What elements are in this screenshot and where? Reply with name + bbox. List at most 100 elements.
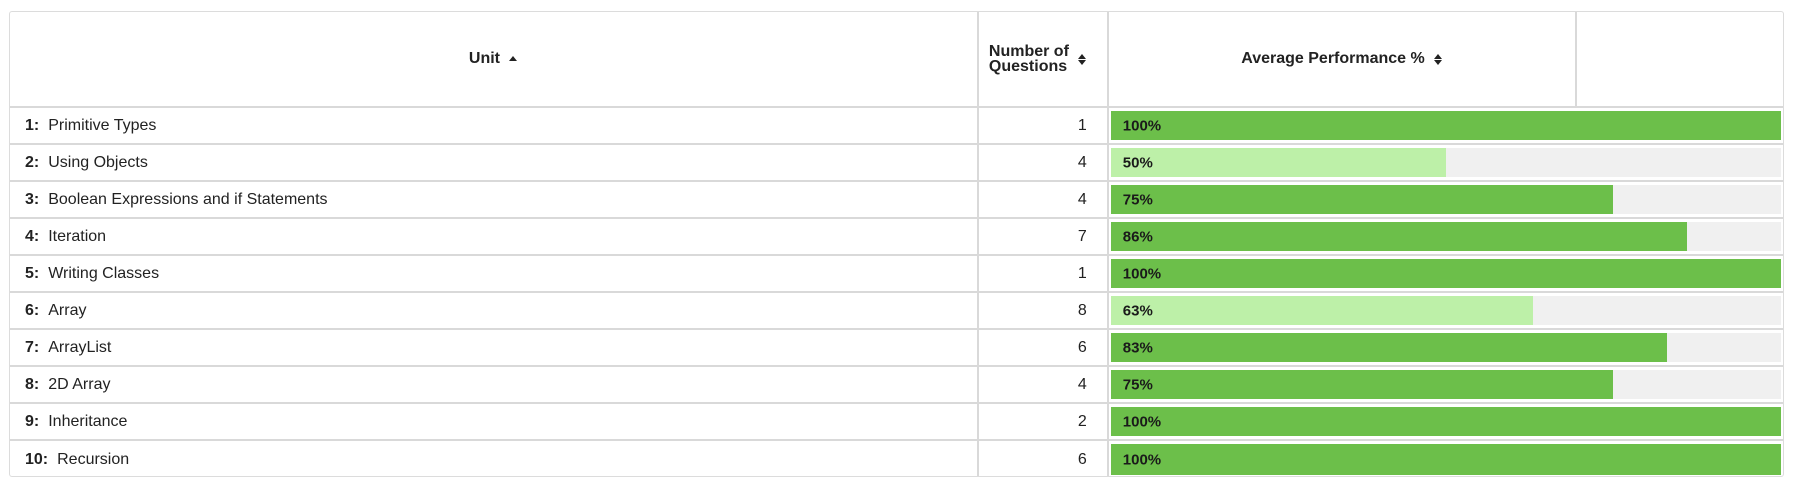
performance-bar: 75% bbox=[1110, 185, 1781, 214]
table-row: 6: Array 8 63% bbox=[10, 293, 1783, 330]
unit-number: 7: bbox=[25, 338, 40, 356]
table-row: 9: Inheritance 2 100% bbox=[10, 404, 1783, 441]
performance-cell: 100% bbox=[1109, 441, 1783, 476]
empty-column-header bbox=[1577, 12, 1783, 106]
unit-name: Writing Classes bbox=[48, 264, 160, 282]
unit-cell: 5: Writing Classes bbox=[10, 256, 979, 291]
performance-percent-label: 75% bbox=[1122, 191, 1153, 208]
performance-bar-fill bbox=[1110, 407, 1781, 436]
performance-percent-label: 75% bbox=[1122, 376, 1153, 393]
performance-percent-label: 50% bbox=[1122, 154, 1153, 171]
num-questions-cell: 1 bbox=[979, 108, 1109, 143]
performance-bar-fill bbox=[1110, 259, 1781, 288]
num-questions-cell: 4 bbox=[979, 145, 1109, 180]
performance-percent-label: 100% bbox=[1122, 117, 1162, 134]
unit-name: 2D Array bbox=[48, 375, 111, 393]
unit-column-header[interactable]: Unit bbox=[10, 12, 979, 106]
performance-bar: 50% bbox=[1110, 148, 1781, 177]
num-questions-cell: 8 bbox=[979, 293, 1109, 328]
performance-bar: 63% bbox=[1110, 296, 1781, 325]
table-row: 5: Writing Classes 1 100% bbox=[10, 256, 1783, 293]
num-questions-cell: 6 bbox=[979, 441, 1109, 476]
unit-name: Recursion bbox=[57, 450, 130, 468]
unit-cell: 6: Array bbox=[10, 293, 979, 328]
performance-percent-label: 86% bbox=[1122, 228, 1153, 245]
performance-percent-label: 83% bbox=[1122, 339, 1153, 356]
avg-performance-column-header[interactable]: Average Performance % bbox=[1109, 12, 1578, 106]
performance-bar: 86% bbox=[1110, 222, 1781, 251]
sort-icon[interactable] bbox=[1433, 52, 1443, 66]
table-row: 2: Using Objects 4 50% bbox=[10, 145, 1783, 182]
unit-name: Array bbox=[48, 301, 87, 319]
table-row: 7: ArrayList 6 83% bbox=[10, 330, 1783, 367]
performance-percent-label: 100% bbox=[1122, 413, 1162, 430]
unit-number: 10: bbox=[25, 450, 49, 468]
table-row: 3: Boolean Expressions and if Statements 4… bbox=[10, 182, 1783, 219]
table-row: 1: Primitive Types 1 100% bbox=[10, 108, 1783, 145]
performance-bar: 100% bbox=[1110, 444, 1781, 475]
num-questions-cell: 1 bbox=[979, 256, 1109, 291]
performance-cell: 86% bbox=[1109, 219, 1783, 254]
table-header: Unit Number of Questions Average Perform… bbox=[10, 12, 1783, 108]
performance-cell: 63% bbox=[1109, 293, 1783, 328]
performance-bar-fill bbox=[1110, 222, 1688, 251]
table-row: 8: 2D Array 4 75% bbox=[10, 367, 1783, 404]
performance-percent-label: 63% bbox=[1122, 302, 1153, 319]
performance-bar: 83% bbox=[1110, 333, 1781, 362]
num-questions-cell: 4 bbox=[979, 367, 1109, 402]
unit-header-label: Unit bbox=[468, 50, 500, 67]
table-row: 10: Recursion 6 100% bbox=[10, 441, 1783, 476]
performance-cell: 100% bbox=[1109, 404, 1783, 439]
performance-cell: 83% bbox=[1109, 330, 1783, 365]
num-questions-cell: 6 bbox=[979, 330, 1109, 365]
num-questions-cell: 7 bbox=[979, 219, 1109, 254]
unit-number: 4: bbox=[25, 227, 40, 245]
sort-ascending-icon[interactable] bbox=[508, 52, 518, 66]
performance-cell: 50% bbox=[1109, 145, 1783, 180]
performance-cell: 75% bbox=[1109, 182, 1783, 217]
unit-number: 5: bbox=[25, 264, 40, 282]
unit-number: 6: bbox=[25, 301, 40, 319]
unit-number: 9: bbox=[25, 412, 40, 430]
unit-cell: 4: Iteration bbox=[10, 219, 979, 254]
performance-bar: 100% bbox=[1110, 111, 1781, 140]
unit-cell: 3: Boolean Expressions and if Statements bbox=[10, 182, 979, 217]
performance-cell: 100% bbox=[1109, 256, 1783, 291]
unit-name: Inheritance bbox=[48, 412, 128, 430]
unit-number: 8: bbox=[25, 375, 40, 393]
performance-bar-fill bbox=[1110, 333, 1668, 362]
num-questions-cell: 4 bbox=[979, 182, 1109, 217]
performance-bar-fill bbox=[1110, 444, 1781, 475]
performance-bar-fill bbox=[1110, 148, 1446, 177]
unit-cell: 7: ArrayList bbox=[10, 330, 979, 365]
performance-bar-fill bbox=[1110, 185, 1614, 214]
performance-cell: 100% bbox=[1109, 108, 1783, 143]
unit-name: ArrayList bbox=[48, 338, 112, 356]
unit-number: 2: bbox=[25, 153, 40, 171]
unit-name: Primitive Types bbox=[48, 116, 157, 134]
performance-table: Unit Number of Questions Average Perform… bbox=[9, 11, 1784, 477]
performance-cell: 75% bbox=[1109, 367, 1783, 402]
sort-icon[interactable] bbox=[1077, 52, 1087, 66]
performance-bar-fill bbox=[1110, 370, 1614, 399]
unit-cell: 2: Using Objects bbox=[10, 145, 979, 180]
table-row: 4: Iteration 7 86% bbox=[10, 219, 1783, 256]
unit-cell: 9: Inheritance bbox=[10, 404, 979, 439]
unit-name: Boolean Expressions and if Statements bbox=[48, 190, 328, 208]
performance-bar: 100% bbox=[1110, 259, 1781, 288]
num-questions-header-label: Number of Questions bbox=[988, 43, 1069, 75]
unit-name: Using Objects bbox=[48, 153, 148, 171]
avg-performance-header-label: Average Performance % bbox=[1241, 50, 1425, 67]
performance-percent-label: 100% bbox=[1122, 451, 1162, 468]
unit-number: 3: bbox=[25, 190, 40, 208]
unit-cell: 10: Recursion bbox=[10, 441, 979, 476]
performance-bar: 75% bbox=[1110, 370, 1781, 399]
unit-cell: 1: Primitive Types bbox=[10, 108, 979, 143]
num-questions-column-header[interactable]: Number of Questions bbox=[979, 12, 1109, 106]
performance-bar-fill bbox=[1110, 296, 1534, 325]
unit-number: 1: bbox=[25, 116, 40, 134]
performance-bar-fill bbox=[1110, 111, 1781, 140]
unit-cell: 8: 2D Array bbox=[10, 367, 979, 402]
performance-percent-label: 100% bbox=[1122, 265, 1162, 282]
table-body: 1: Primitive Types 1 100% 2: Using Objects 4 50… bbox=[10, 108, 1783, 476]
